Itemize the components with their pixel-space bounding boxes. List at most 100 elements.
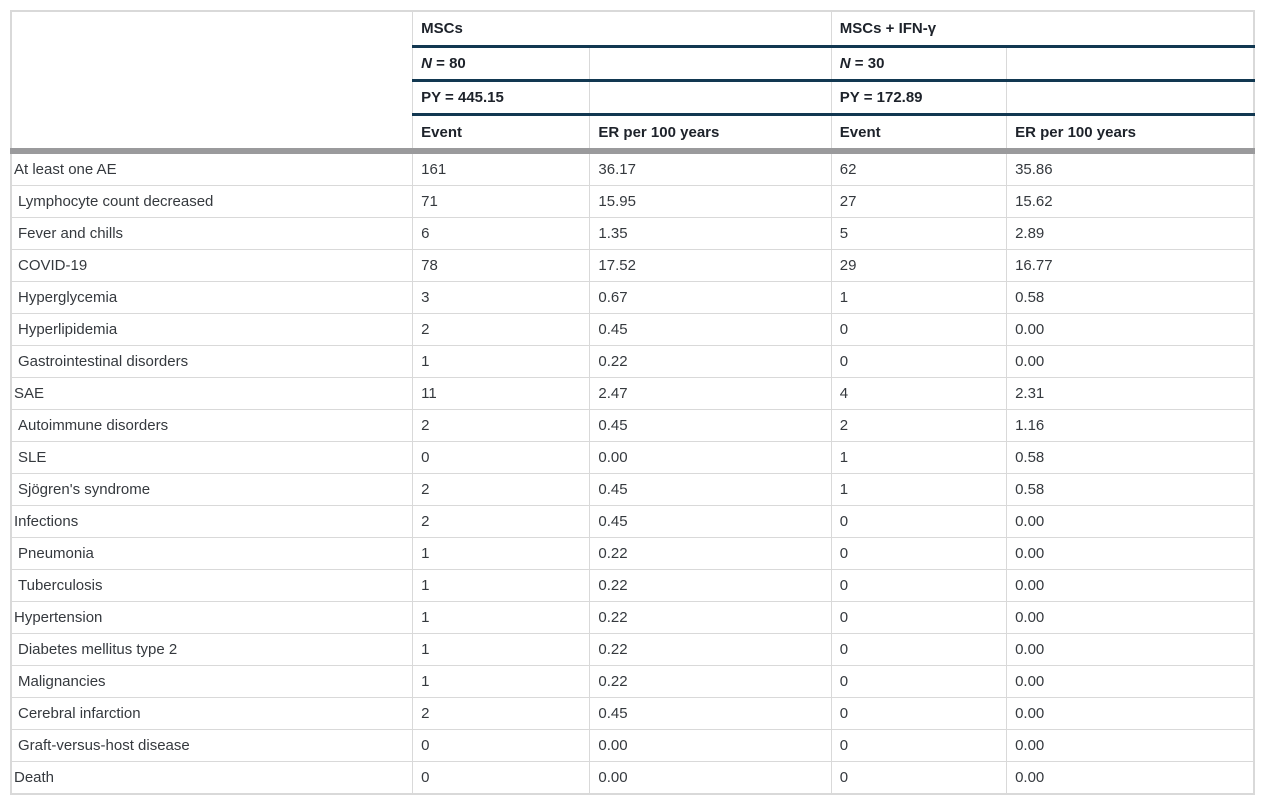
msc-er-value: 15.95 xyxy=(589,185,832,218)
msc-event-value: 2 xyxy=(412,697,590,730)
row-label: Diabetes mellitus type 2 xyxy=(11,633,413,666)
table-row: Diabetes mellitus type 2 1 0.22 0 0.00 xyxy=(11,633,1254,666)
msc-event-value: 6 xyxy=(412,217,590,250)
msc-er-value: 0.00 xyxy=(589,441,832,474)
ifn-event-value: 0 xyxy=(830,665,1007,698)
ifn-er-value: 2.89 xyxy=(1006,217,1254,250)
ifn-er-value: 0.00 xyxy=(1006,761,1254,795)
msc-event-value: 0 xyxy=(412,761,590,795)
msc-event-value: 2 xyxy=(412,505,590,538)
msc-er-value: 0.45 xyxy=(589,313,832,346)
msc-er-value: 0.67 xyxy=(589,281,832,314)
col-header-er-mscs-ifn: ER per 100 years xyxy=(1006,114,1254,154)
row-label: SLE xyxy=(11,441,413,474)
n-value-mscs: N = 80 xyxy=(412,46,590,82)
table-row: At least one AE 161 36.17 62 35.86 xyxy=(11,151,1254,186)
group-header-mscs: MSCs xyxy=(412,11,832,48)
ifn-event-value: 1 xyxy=(830,281,1007,314)
table-row: Hyperlipidemia 2 0.45 0 0.00 xyxy=(11,313,1254,346)
ifn-event-value: 0 xyxy=(830,505,1007,538)
table-row: Malignancies 1 0.22 0 0.00 xyxy=(11,665,1254,698)
ifn-er-value: 16.77 xyxy=(1006,249,1254,282)
row-label: At least one AE xyxy=(11,151,413,186)
ifn-event-value: 5 xyxy=(830,217,1007,250)
msc-event-value: 0 xyxy=(412,729,590,762)
table-row: COVID-19 78 17.52 29 16.77 xyxy=(11,249,1254,282)
ifn-er-value: 0.58 xyxy=(1006,281,1254,314)
ifn-event-value: 0 xyxy=(830,761,1007,795)
msc-er-value: 2.47 xyxy=(589,377,832,410)
empty-cell xyxy=(1006,46,1254,82)
row-label: Autoimmune disorders xyxy=(11,409,413,442)
msc-er-value: 0.22 xyxy=(589,601,832,634)
msc-event-value: 3 xyxy=(412,281,590,314)
n-value-mscs-ifn: N = 30 xyxy=(830,46,1007,82)
msc-event-value: 2 xyxy=(412,409,590,442)
group-header-mscs-ifn: MSCs + IFN-γ xyxy=(830,11,1254,48)
table-row: Fever and chills 6 1.35 5 2.89 xyxy=(11,217,1254,250)
py-header-row: PY = 445.15 PY = 172.89 xyxy=(11,80,1254,116)
msc-er-value: 0.22 xyxy=(589,633,832,666)
msc-er-value: 17.52 xyxy=(589,249,832,282)
ifn-event-value: 0 xyxy=(830,729,1007,762)
table-row: Cerebral infarction 2 0.45 0 0.00 xyxy=(11,697,1254,730)
ifn-event-value: 0 xyxy=(830,633,1007,666)
msc-event-value: 78 xyxy=(412,249,590,282)
ifn-er-value: 0.00 xyxy=(1006,505,1254,538)
ifn-er-value: 0.00 xyxy=(1006,633,1254,666)
msc-er-value: 1.35 xyxy=(589,217,832,250)
row-label: Cerebral infarction xyxy=(11,697,413,730)
ifn-event-value: 0 xyxy=(830,345,1007,378)
msc-er-value: 0.22 xyxy=(589,569,832,602)
corner-spacer-cell xyxy=(11,11,413,154)
msc-event-value: 0 xyxy=(412,441,590,474)
ifn-er-value: 0.00 xyxy=(1006,569,1254,602)
table-row: Infections 2 0.45 0 0.00 xyxy=(11,505,1254,538)
row-label: Fever and chills xyxy=(11,217,413,250)
ifn-er-value: 2.31 xyxy=(1006,377,1254,410)
n-header-row: N = 80 N = 30 xyxy=(11,46,1254,82)
table-row: SLE 0 0.00 1 0.58 xyxy=(11,441,1254,474)
msc-event-value: 1 xyxy=(412,601,590,634)
py-value-mscs-ifn: PY = 172.89 xyxy=(830,80,1007,116)
table-row: Hypertension 1 0.22 0 0.00 xyxy=(11,601,1254,634)
adverse-events-table: MSCs MSCs + IFN-γ N = 80 N = 30 PY = 445… xyxy=(10,10,1255,795)
table-row: Hyperglycemia 3 0.67 1 0.58 xyxy=(11,281,1254,314)
msc-event-value: 2 xyxy=(412,313,590,346)
ifn-event-value: 0 xyxy=(830,697,1007,730)
row-label: Pneumonia xyxy=(11,537,413,570)
col-header-er-mscs: ER per 100 years xyxy=(589,114,832,154)
ifn-er-value: 1.16 xyxy=(1006,409,1254,442)
msc-er-value: 0.22 xyxy=(589,345,832,378)
ifn-er-value: 0.00 xyxy=(1006,665,1254,698)
py-value-mscs: PY = 445.15 xyxy=(412,80,590,116)
row-label: Hyperlipidemia xyxy=(11,313,413,346)
ifn-er-value: 0.00 xyxy=(1006,345,1254,378)
msc-event-value: 1 xyxy=(412,633,590,666)
row-label: Infections xyxy=(11,505,413,538)
msc-event-value: 71 xyxy=(412,185,590,218)
table-row: Autoimmune disorders 2 0.45 2 1.16 xyxy=(11,409,1254,442)
ifn-event-value: 1 xyxy=(830,473,1007,506)
ifn-event-value: 27 xyxy=(830,185,1007,218)
empty-cell xyxy=(589,46,832,82)
msc-er-value: 0.22 xyxy=(589,537,832,570)
msc-er-value: 0.45 xyxy=(589,409,832,442)
row-label: Graft-versus-host disease xyxy=(11,729,413,762)
ifn-er-value: 0.00 xyxy=(1006,537,1254,570)
ifn-event-value: 0 xyxy=(830,601,1007,634)
msc-er-value: 0.22 xyxy=(589,665,832,698)
ifn-er-value: 35.86 xyxy=(1006,151,1254,186)
ifn-event-value: 4 xyxy=(830,377,1007,410)
ifn-er-value: 0.58 xyxy=(1006,441,1254,474)
row-label: Hypertension xyxy=(11,601,413,634)
msc-er-value: 0.45 xyxy=(589,505,832,538)
ifn-er-value: 0.00 xyxy=(1006,729,1254,762)
table-row: Tuberculosis 1 0.22 0 0.00 xyxy=(11,569,1254,602)
msc-er-value: 0.00 xyxy=(589,729,832,762)
ifn-er-value: 0.00 xyxy=(1006,697,1254,730)
row-label: Hyperglycemia xyxy=(11,281,413,314)
column-header-row: Event ER per 100 years Event ER per 100 … xyxy=(11,114,1254,154)
ifn-er-value: 15.62 xyxy=(1006,185,1254,218)
msc-event-value: 2 xyxy=(412,473,590,506)
